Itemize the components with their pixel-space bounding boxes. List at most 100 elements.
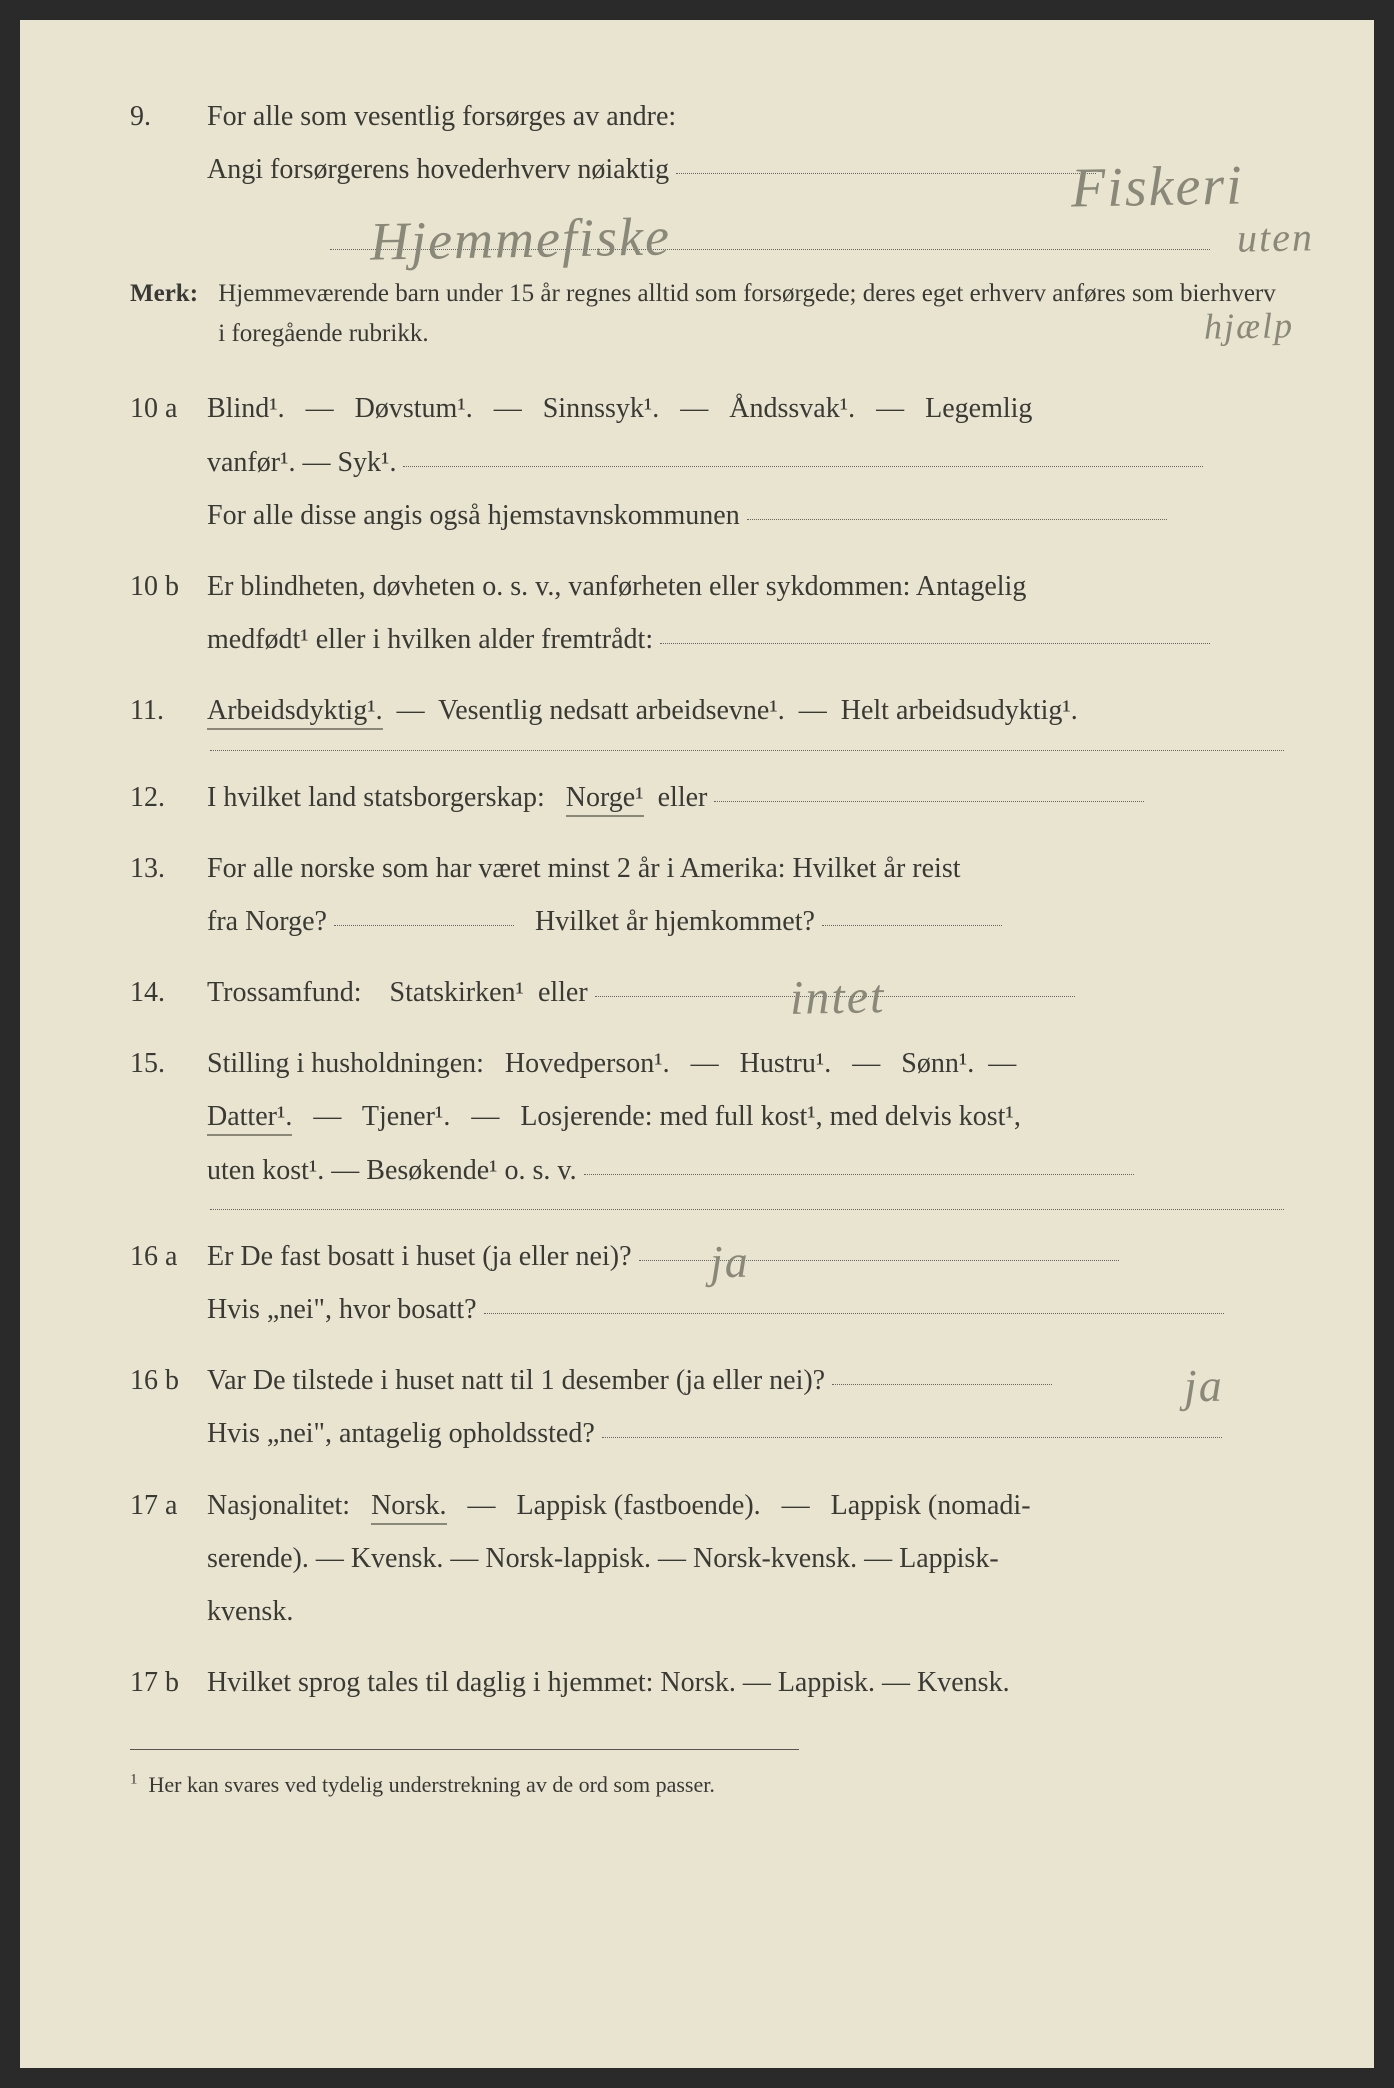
merk-label: Merk: xyxy=(130,274,212,314)
q17a-line3: kvensk. xyxy=(207,1596,293,1627)
q10a-opt1: Døvstum¹. xyxy=(355,393,473,424)
question-10a: 10 a Blind¹. — Døvstum¹. — Sinnssyk¹. — … xyxy=(130,382,1284,542)
merk-text: Hjemmeværende barn under 15 år regnes al… xyxy=(218,274,1282,354)
q15-l2-opt2: Losjerende: med full kost¹, med delvis k… xyxy=(520,1101,1021,1132)
q12-opt-underlined: Norge¹ xyxy=(566,782,644,817)
footnote: 1 Her kan svares ved tydelig understrekn… xyxy=(130,1749,799,1806)
q16a-body: Er De fast bosatt i huset (ja eller nei)… xyxy=(207,1230,1281,1336)
q10a-line3: For alle disse angis også hjemstavnskomm… xyxy=(207,500,740,531)
q16a-line2: Hvis „nei", hvor bosatt? xyxy=(207,1294,477,1325)
merk-handwriting: hjælp xyxy=(1203,298,1294,357)
q10a-number: 10 a xyxy=(130,382,200,435)
q10a-blank2 xyxy=(747,519,1167,520)
q17a-norsk-underlined: Norsk. xyxy=(371,1490,446,1525)
q13-line2b: Hvilket år hjemkommet? xyxy=(535,906,815,937)
question-12: 12. I hvilket land statsborgerskap: Norg… xyxy=(130,771,1284,824)
q14-body: Trossamfund: Statskirken¹ eller xyxy=(207,966,1281,1019)
q10a-opt2: Sinnssyk¹. xyxy=(543,393,660,424)
q10a-body: Blind¹. — Døvstum¹. — Sinnssyk¹. — Åndss… xyxy=(207,382,1281,542)
q17a-l1-opt0: Lappisk (fastboende). xyxy=(517,1490,761,1521)
q16b-text: Var De tilstede i huset natt til 1 desem… xyxy=(207,1365,825,1396)
question-11: 11. Arbeidsdyktig¹. — Vesentlig nedsatt … xyxy=(130,684,1284,750)
q15-line3: uten kost¹. — Besøkende¹ o. s. v. xyxy=(207,1155,577,1186)
q14-after: eller xyxy=(538,977,588,1008)
q13-blank2 xyxy=(822,925,1002,926)
q12-blank xyxy=(714,801,1144,802)
question-15: 15. Stilling i husholdningen: Hovedperso… xyxy=(130,1037,1284,1210)
q9-line2-label: Angi forsørgerens hovederhverv nøiaktig xyxy=(207,154,669,185)
q16a-number: 16 a xyxy=(130,1230,200,1283)
q17b-number: 17 b xyxy=(130,1656,200,1709)
merk-note: Merk: Hjemmeværende barn under 15 år reg… xyxy=(130,274,1284,354)
question-17b: 17 b Hvilket sprog tales til daglig i hj… xyxy=(130,1656,1284,1709)
q10a-line2: vanfør¹. — Syk¹. xyxy=(207,447,396,478)
q15-body: Stilling i husholdningen: Hovedperson¹. … xyxy=(207,1037,1281,1197)
q16b-blank2 xyxy=(602,1437,1222,1438)
q11-opt2: Helt arbeidsudyktig¹. xyxy=(841,695,1078,726)
question-14: 14. Trossamfund: Statskirken¹ eller inte… xyxy=(130,966,1284,1019)
q15-l2-datter-underlined: Datter¹. xyxy=(207,1101,292,1136)
question-13: 13. For alle norske som har været minst … xyxy=(130,842,1284,948)
q16b-handwriting: ja xyxy=(1183,1342,1224,1430)
question-16b: 16 b Var De tilstede i huset natt til 1 … xyxy=(130,1354,1284,1460)
footnote-marker: 1 xyxy=(130,1772,138,1788)
footnote-text: Her kan svares ved tydelig understreknin… xyxy=(149,1772,715,1797)
q10a-opt0: Blind¹. xyxy=(207,393,285,424)
q10a-opt3: Åndssvak¹. xyxy=(729,393,855,424)
q10b-text: Er blindheten, døvheten o. s. v., vanfør… xyxy=(207,571,1026,602)
q10b-line2: medfødt¹ eller i hvilken alder fremtrådt… xyxy=(207,624,653,655)
question-9: 9. For alle som vesentlig forsørges av a… xyxy=(130,90,1284,256)
q16a-handwriting: ja xyxy=(709,1217,750,1305)
q17a-label: Nasjonalitet: xyxy=(207,1490,350,1521)
q17a-line2: serende). — Kvensk. — Norsk-lappisk. — N… xyxy=(207,1543,999,1574)
q9-handwriting2b: uten xyxy=(1236,200,1314,277)
q17b-text: Hvilket sprog tales til daglig i hjemmet… xyxy=(207,1667,1010,1698)
q16a-blank2 xyxy=(484,1313,1224,1314)
q14-number: 14. xyxy=(130,966,200,1019)
q13-line1: For alle norske som har været minst 2 år… xyxy=(207,853,961,884)
q14-opt: Statskirken¹ xyxy=(390,977,524,1008)
q17a-number: 17 a xyxy=(130,1479,200,1532)
q15-l1-opt1: Hustru¹. xyxy=(740,1048,832,1079)
q11-opt0-underlined: Arbeidsdyktig¹. xyxy=(207,695,383,730)
question-17a: 17 a Nasjonalitet: Norsk. — Lappisk (fas… xyxy=(130,1479,1284,1639)
q15-number: 15. xyxy=(130,1037,200,1090)
q13-blank1 xyxy=(334,925,514,926)
q15-label: Stilling i husholdningen: xyxy=(207,1048,484,1079)
q11-blankline xyxy=(210,750,1284,751)
q14-handwriting: intet xyxy=(789,951,886,1044)
q16b-body: Var De tilstede i huset natt til 1 desem… xyxy=(207,1354,1281,1460)
census-form-page: 9. For alle som vesentlig forsørges av a… xyxy=(20,20,1374,2068)
q14-label: Trossamfund: xyxy=(207,977,362,1008)
q9-number: 9. xyxy=(130,90,200,143)
q13-body: For alle norske som har været minst 2 år… xyxy=(207,842,1281,948)
q13-number: 13. xyxy=(130,842,200,895)
q15-blankline xyxy=(210,1209,1284,1210)
q11-opt1: Vesentlig nedsatt arbeidsevne¹. xyxy=(438,695,785,726)
q10b-body: Er blindheten, døvheten o. s. v., vanfør… xyxy=(207,560,1281,666)
q12-body: I hvilket land statsborgerskap: Norge¹ e… xyxy=(207,771,1281,824)
q15-l2-opt1: Tjener¹. xyxy=(362,1101,450,1132)
q12-number: 12. xyxy=(130,771,200,824)
question-10b: 10 b Er blindheten, døvheten o. s. v., v… xyxy=(130,560,1284,666)
q10b-blank xyxy=(660,643,1210,644)
q16a-text: Er De fast bosatt i huset (ja eller nei)… xyxy=(207,1241,632,1272)
question-16a: 16 a Er De fast bosatt i huset (ja eller… xyxy=(130,1230,1284,1336)
q17a-body: Nasjonalitet: Norsk. — Lappisk (fastboen… xyxy=(207,1479,1281,1639)
q9-line1: For alle som vesentlig forsørges av andr… xyxy=(207,101,676,132)
q17a-l1-opt1: Lappisk (nomadi- xyxy=(831,1490,1031,1521)
q10b-number: 10 b xyxy=(130,560,200,613)
q15-blank xyxy=(584,1174,1134,1175)
q13-line2a: fra Norge? xyxy=(207,906,327,937)
q16b-number: 16 b xyxy=(130,1354,200,1407)
q9-blank1 xyxy=(676,173,1096,174)
q11-number: 11. xyxy=(130,684,200,737)
q10a-opt4: Legemlig xyxy=(925,393,1032,424)
q12-after: eller xyxy=(658,782,708,813)
q10a-blank xyxy=(403,466,1203,467)
q11-body: Arbeidsdyktig¹. — Vesentlig nedsatt arbe… xyxy=(207,684,1281,737)
q15-l1-opt2: Sønn¹. xyxy=(901,1048,974,1079)
q9-body: For alle som vesentlig forsørges av andr… xyxy=(207,90,1281,196)
q15-l1-opt0: Hovedperson¹. xyxy=(505,1048,670,1079)
q16b-line2: Hvis „nei", antagelig opholdssted? xyxy=(207,1418,595,1449)
